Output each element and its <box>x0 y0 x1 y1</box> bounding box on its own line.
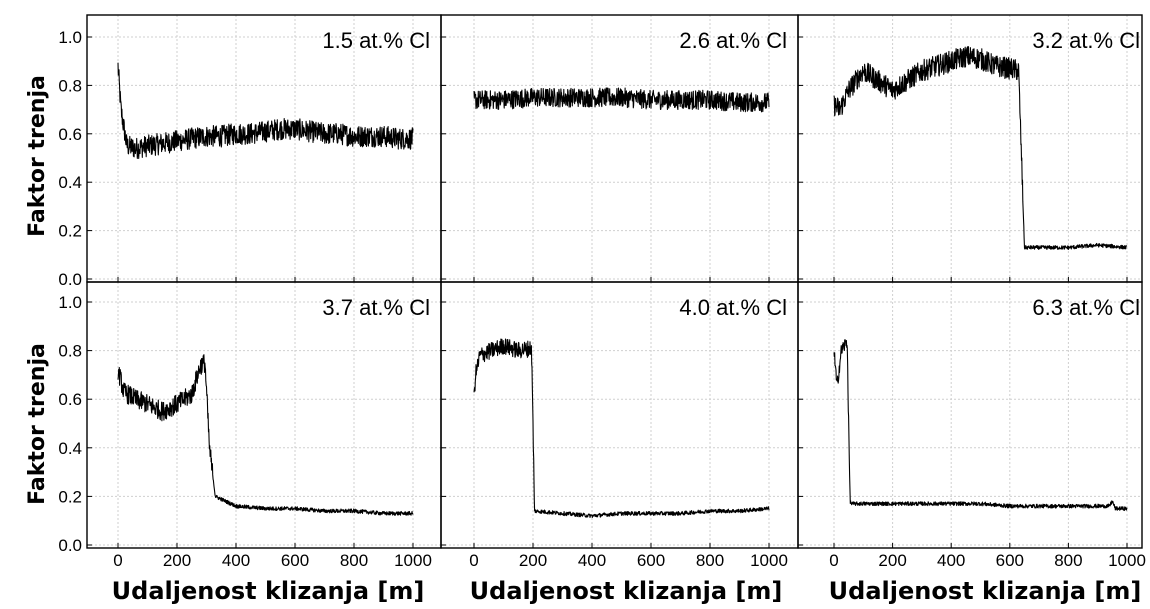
x-tick-label-c2-4: 800 <box>696 551 724 570</box>
series-line-p2 <box>473 87 770 113</box>
x-tick-label-c1-0: 0 <box>113 551 122 570</box>
panel-title-6: 6.3 at.% Cl <box>1032 295 1140 320</box>
x-tick-label-c3-2: 400 <box>937 551 965 570</box>
y-tick-label-r2-2: 0.4 <box>58 439 82 458</box>
x-tick-label-c3-1: 200 <box>878 551 906 570</box>
x-tick-label-c2-3: 600 <box>637 551 665 570</box>
series-line-p1 <box>117 62 414 160</box>
x-tick-label-c3-5: 1000 <box>1108 551 1146 570</box>
y-tick-label-r2-3: 0.6 <box>58 390 82 409</box>
panel-title-4: 3.7 at.% Cl <box>322 295 430 320</box>
series-line-p4 <box>117 354 414 516</box>
y-tick-labels: 0.0 0.2 0.4 0.6 0.8 1.0 0.0 0.2 0.4 0.6 0.8 1.0 <box>58 28 82 555</box>
y-axis-label-bottom: Faktor trenja <box>25 343 50 505</box>
y-tick-label-r1-2: 0.4 <box>58 173 82 192</box>
y-tick-label-r2-4: 0.8 <box>58 342 82 361</box>
panel-frame-2 <box>440 14 799 283</box>
series-line-p3 <box>833 46 1128 251</box>
y-tick-label-r2-5: 1.0 <box>58 293 82 312</box>
x-tick-label-c3-4: 800 <box>1054 551 1082 570</box>
panel-title-5: 4.0 at.% Cl <box>679 295 787 320</box>
trace-layer <box>117 46 1128 519</box>
panel-title-3: 3.2 at.% Cl <box>1032 28 1140 53</box>
frame-layer <box>86 14 1143 549</box>
x-axis-label-1: Udaljenost klizanja [m] <box>112 577 425 605</box>
x-tick-label-c1-3: 600 <box>281 551 309 570</box>
series-line-p6 <box>833 339 1128 512</box>
panel-frame-6 <box>797 281 1143 549</box>
y-tick-label-r1-3: 0.6 <box>58 125 82 144</box>
x-tick-label-c1-5: 1000 <box>394 551 432 570</box>
x-tick-label-c2-2: 400 <box>578 551 606 570</box>
y-tick-label-r1-0: 0.0 <box>58 270 82 289</box>
x-axis-label-3: Udaljenost klizanja [m] <box>829 577 1142 605</box>
x-tick-label-c3-0: 0 <box>829 551 838 570</box>
x-tick-labels: 0 200 400 600 800 1000 0 200 400 600 800 1000 0 200 40… <box>113 551 1146 570</box>
panel-titles: 1.5 at.% Cl 2.6 at.% Cl 3.2 at.% Cl 3.7 … <box>322 28 1140 320</box>
panel-frame-5 <box>440 281 799 549</box>
panel-title-1: 1.5 at.% Cl <box>322 28 430 53</box>
y-tick-label-r2-0: 0.0 <box>58 536 82 555</box>
y-axis-label-top: Faktor trenja <box>25 75 50 237</box>
x-tick-label-c1-4: 800 <box>340 551 368 570</box>
series-line-p5 <box>473 338 770 519</box>
y-tick-label-r1-5: 1.0 <box>58 28 82 47</box>
x-tick-label-c3-3: 600 <box>996 551 1024 570</box>
x-tick-label-c2-5: 1000 <box>750 551 788 570</box>
x-axis-label-2: Udaljenost klizanja [m] <box>470 577 783 605</box>
x-tick-label-c2-1: 200 <box>519 551 547 570</box>
x-tick-label-c2-0: 0 <box>469 551 478 570</box>
x-tick-label-c1-1: 200 <box>163 551 191 570</box>
y-tick-label-r1-4: 0.8 <box>58 76 82 95</box>
panel-title-2: 2.6 at.% Cl <box>679 28 787 53</box>
y-tick-label-r2-1: 0.2 <box>58 487 82 506</box>
y-tick-label-r1-1: 0.2 <box>58 222 82 241</box>
x-tick-label-c1-2: 400 <box>222 551 250 570</box>
